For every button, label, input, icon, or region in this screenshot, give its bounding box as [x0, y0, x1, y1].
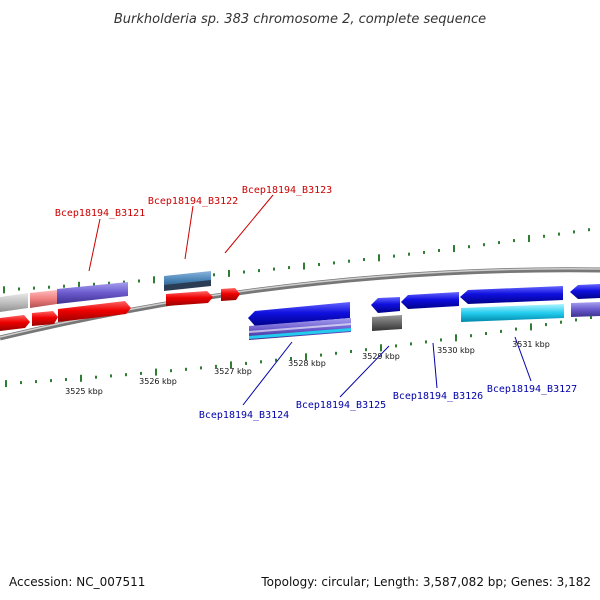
leader-line	[339, 345, 390, 398]
gene-reverse-blue-3	[401, 292, 459, 309]
gene-forward-purple-1	[57, 282, 128, 304]
gene-forward-red-4	[166, 291, 213, 306]
gene-reverse-dark-grey	[372, 315, 402, 331]
gene-label-reverse[interactable]: Bcep18194_B3124	[199, 410, 289, 421]
gene-forward-dark-grey	[164, 280, 211, 291]
scale-label: 3527 kbp	[214, 367, 252, 376]
leader-line	[224, 194, 274, 254]
gene-label-reverse[interactable]: Bcep18194_B3127	[487, 384, 577, 395]
gene-label-reverse[interactable]: Bcep18194_B3125	[296, 400, 386, 411]
gene-reverse-blue-5	[570, 284, 600, 299]
leader-line	[88, 218, 101, 272]
gene-label-forward[interactable]: Bcep18194_B3122	[148, 196, 238, 207]
gene-label-forward[interactable]: Bcep18194_B3121	[55, 208, 145, 219]
gene-reverse-cyan	[461, 304, 564, 322]
scale-label: 3528 kbp	[288, 359, 326, 368]
gene-reverse-purple-2	[571, 302, 600, 317]
gene-reverse-blue-4	[460, 286, 563, 304]
scale-label: 3529 kbp	[362, 352, 400, 361]
leader-line	[432, 342, 438, 389]
gene-reverse-blue-1	[248, 302, 350, 326]
leader-line	[514, 336, 532, 382]
gene-reverse-cyan-stripe	[249, 328, 351, 339]
gene-forward-pink	[30, 290, 57, 308]
gene-forward-grey	[0, 293, 28, 312]
gene-reverse-blue-2	[371, 297, 400, 313]
scale-label: 3526 kbp	[139, 377, 177, 386]
gene-reverse-white-stripe	[249, 323, 351, 333]
map-title: Burkholderia sp. 383 chromosome 2, compl…	[114, 12, 486, 27]
gene-forward-red-5	[221, 288, 240, 301]
scale-label: 3525 kbp	[65, 387, 103, 396]
leader-line	[242, 341, 293, 406]
gene-label-forward[interactable]: Bcep18194_B3123	[242, 185, 332, 196]
forward-strand-genes	[0, 271, 240, 331]
scale-label: 3531 kbp	[512, 340, 550, 349]
topology-summary: Topology: circular; Length: 3,587,082 bp…	[260, 575, 591, 589]
accession-text: Accession: NC_007511	[9, 575, 145, 589]
gene-forward-red-2	[32, 311, 58, 326]
reverse-gene-labels: Bcep18194_B3124 Bcep18194_B3125 Bcep1819…	[199, 336, 577, 421]
gene-label-reverse[interactable]: Bcep18194_B3126	[393, 391, 483, 402]
scale-label: 3530 kbp	[437, 346, 475, 355]
gene-forward-red-3	[58, 301, 131, 322]
gene-forward-red-1	[0, 315, 30, 331]
backbone-ring	[0, 267, 600, 341]
leader-line	[184, 205, 194, 260]
reverse-strand-genes	[248, 284, 600, 340]
scale-labels: 3525 kbp 3526 kbp 3527 kbp 3528 kbp 3529…	[65, 340, 550, 396]
inner-tick-ring	[5, 316, 592, 388]
forward-gene-labels: Bcep18194_B3121 Bcep18194_B3122 Bcep1819…	[55, 185, 332, 272]
